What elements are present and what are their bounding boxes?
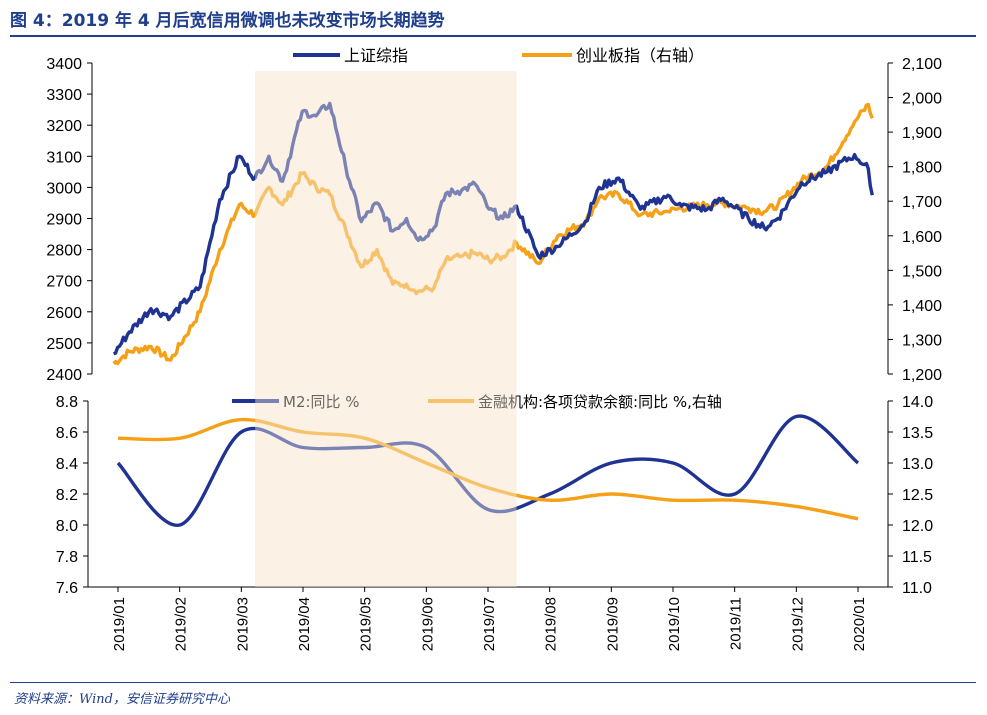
top-right-tick-label: 1,600 — [902, 229, 942, 246]
top-right-tick-label: 1,900 — [902, 125, 942, 142]
top-left-tick-label: 2500 — [46, 336, 82, 353]
bottom-right-tick-label: 13.5 — [902, 425, 933, 442]
bottom-right-tick-label: 14.0 — [902, 394, 933, 411]
bottom-x-tick-label: 2019/04 — [296, 597, 313, 651]
bottom-right-tick-label: 12.0 — [902, 518, 933, 535]
legend-label-loans: 金融机构:各项贷款余额:同比 %,右轴 — [478, 393, 722, 411]
bottom-x-tick-label: 2019/06 — [419, 597, 436, 651]
top-left-tick-label: 3400 — [46, 56, 82, 73]
bottom-x-tick-label: 2019/09 — [604, 597, 621, 651]
top-left-tick-label: 3000 — [46, 180, 82, 197]
top-left-tick-label: 2900 — [46, 212, 82, 229]
bottom-x-tick-label: 2019/12 — [789, 597, 806, 651]
top-left-tick-label: 2800 — [46, 243, 82, 260]
legend-label-chinext: 创业板指（右轴） — [576, 46, 704, 65]
bottom-left-tick-label: 8.8 — [56, 394, 78, 411]
top-right-tick-label: 1,300 — [902, 332, 942, 349]
bottom-left-tick-label: 7.6 — [56, 580, 78, 597]
bottom-left-tick-label: 8.6 — [56, 425, 78, 442]
bottom-right-tick-label: 11.5 — [902, 549, 932, 566]
shaded-period-overlay — [255, 71, 517, 587]
bottom-right-tick-label: 12.5 — [902, 487, 933, 504]
top-right-tick-label: 2,100 — [902, 56, 942, 73]
legend-label-m2: M2:同比 % — [283, 393, 360, 411]
bottom-x-tick-label: 2019/03 — [234, 597, 251, 651]
source-divider — [10, 682, 976, 683]
bottom-x-tick-label: 2019/08 — [543, 597, 560, 651]
title-divider — [10, 35, 976, 37]
bottom-x-tick-label: 2019/07 — [481, 597, 498, 651]
series-shanghai-line — [112, 101, 874, 356]
bottom-x-tick-label: 2019/01 — [111, 597, 128, 651]
bottom-right-tick-label: 11.0 — [902, 580, 932, 597]
top-right-tick-label: 1,200 — [902, 367, 942, 384]
top-left-tick-label: 2400 — [46, 367, 82, 384]
top-right-tick-label: 1,700 — [902, 194, 942, 211]
top-left-tick-label: 2600 — [46, 305, 82, 322]
bottom-left-tick-label: 7.8 — [56, 549, 78, 566]
bottom-left-tick-label: 8.0 — [56, 518, 78, 535]
legend-label-shanghai: 上证综指 — [344, 46, 408, 65]
bottom-right-tick-label: 13.0 — [902, 456, 933, 473]
bottom-left-tick-label: 8.4 — [56, 456, 78, 473]
top-right-tick-label: 1,800 — [902, 160, 942, 177]
top-left-tick-label: 3200 — [46, 118, 82, 135]
source-note: 资料来源：Wind，安信证券研究中心 — [14, 692, 230, 707]
series-chinext-line — [112, 102, 874, 366]
top-right-tick-label: 2,000 — [902, 91, 942, 108]
top-left-tick-label: 3100 — [46, 149, 82, 166]
bottom-x-tick-label: 2019/05 — [358, 597, 375, 651]
figure-title: 图 4：2019 年 4 月后宽信用微调也未改变市场长期趋势 — [10, 11, 445, 31]
bottom-x-tick-label: 2019/11 — [728, 597, 745, 650]
bottom-x-tick-label: 2020/01 — [851, 597, 868, 651]
shaded-period — [255, 71, 517, 587]
top-left-tick-label: 2700 — [46, 274, 82, 291]
series-loans-line — [117, 417, 859, 521]
bottom-left-tick-label: 8.2 — [56, 487, 78, 504]
bottom-x-tick-label: 2019/10 — [666, 597, 683, 651]
top-left-tick-label: 3300 — [46, 87, 82, 104]
bottom-x-tick-label: 2019/02 — [173, 597, 190, 651]
top-right-tick-label: 1,400 — [902, 298, 942, 315]
top-right-tick-label: 1,500 — [902, 263, 942, 280]
series-m2-line — [116, 414, 860, 527]
